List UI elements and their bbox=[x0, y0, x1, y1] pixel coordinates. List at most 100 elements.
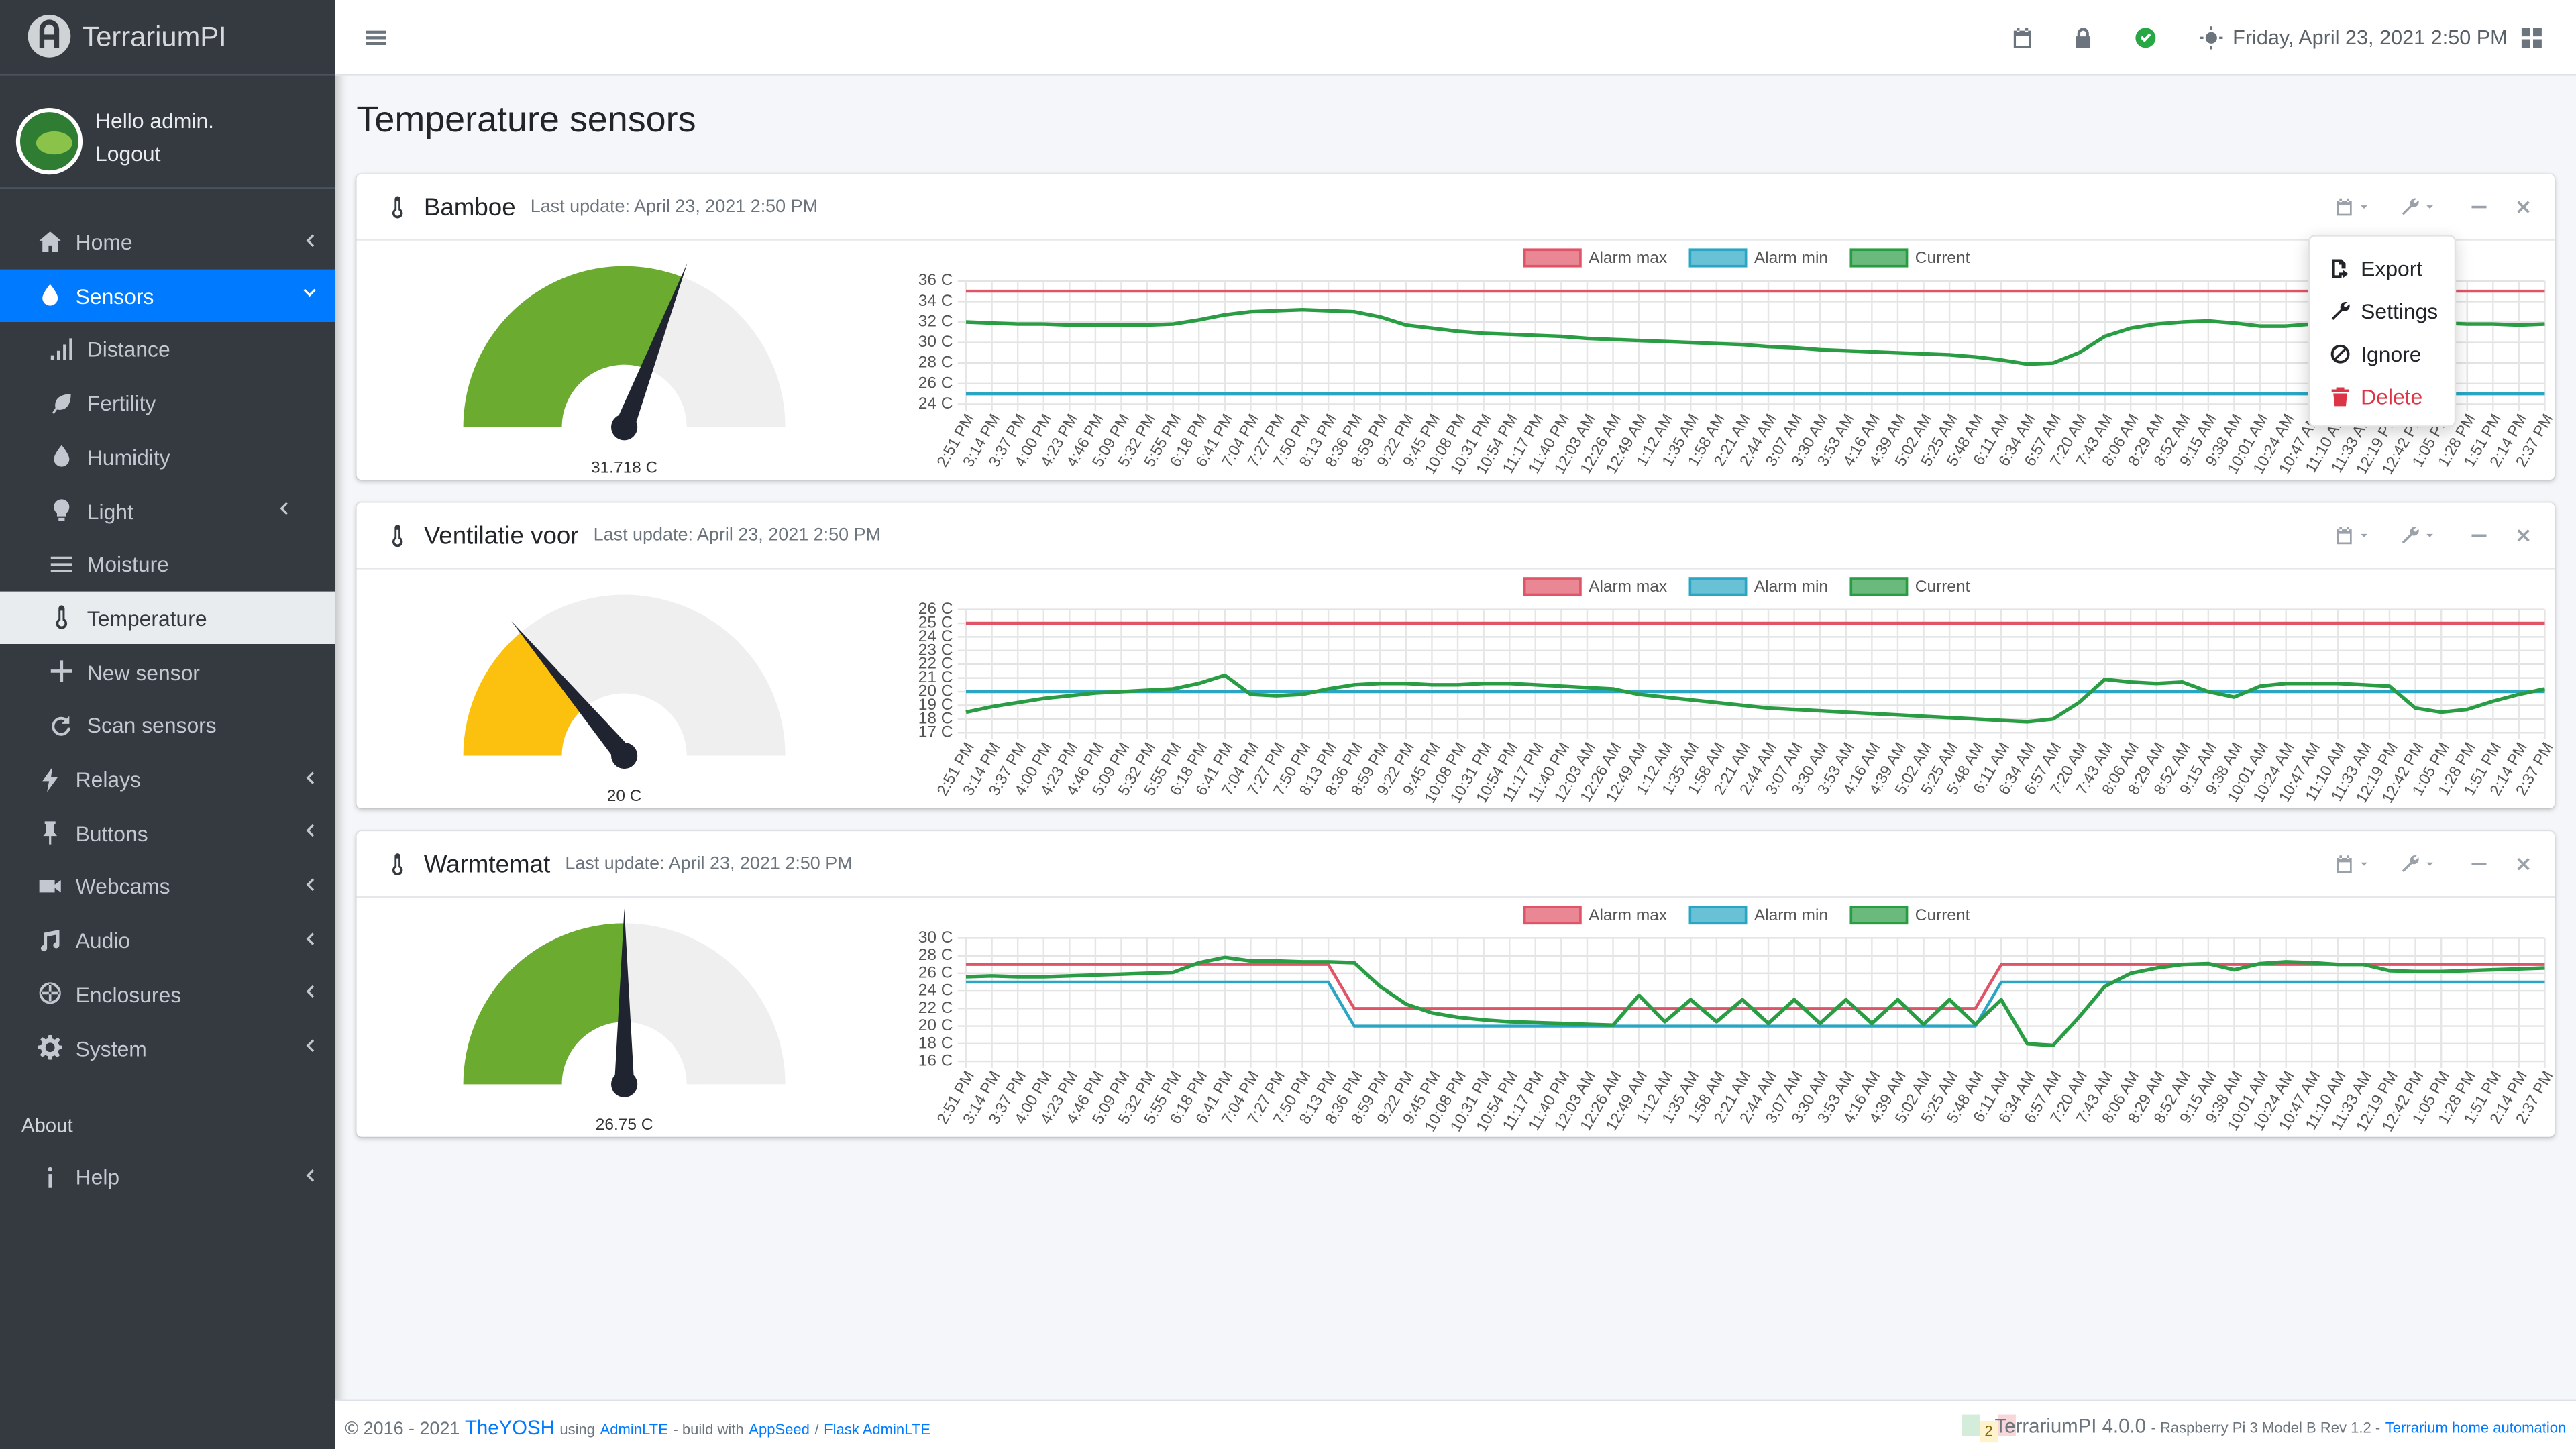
tagline-link[interactable]: Terrarium home automation bbox=[2385, 1419, 2567, 1436]
menu-item[interactable]: Distance bbox=[0, 323, 335, 375]
dropdown-icon bbox=[2330, 343, 2349, 363]
icon-shape bbox=[2337, 527, 2352, 545]
card-tool[interactable] bbox=[2357, 529, 2371, 543]
gauge-label: 20 C bbox=[607, 787, 642, 805]
icon-shape bbox=[2471, 863, 2487, 866]
legend-label: Alarm max bbox=[1589, 249, 1667, 267]
navbar-icon[interactable] bbox=[2011, 26, 2034, 49]
menu-item[interactable]: Light bbox=[0, 484, 335, 536]
icon-shape bbox=[53, 499, 69, 521]
brand[interactable]: TerrariumPI bbox=[0, 0, 335, 76]
footer-text: - build with bbox=[673, 1421, 744, 1438]
menu-label: Humidity bbox=[87, 445, 170, 470]
author-link[interactable]: TheYOSH bbox=[464, 1416, 555, 1440]
gauge-fill bbox=[463, 266, 682, 427]
icon-shape bbox=[2330, 386, 2349, 406]
y-tick-label: 24 C bbox=[918, 394, 953, 413]
chevron bbox=[305, 878, 313, 891]
chevron bbox=[305, 233, 313, 246]
flask-link[interactable]: Flask AdminLTE bbox=[824, 1421, 930, 1438]
gauge-label: 26.75 C bbox=[596, 1116, 653, 1134]
badge-count: 2 bbox=[1980, 1421, 1998, 1443]
icon-shape bbox=[2517, 857, 2530, 871]
menu-item[interactable]: Temperature bbox=[0, 591, 335, 644]
menu-item[interactable]: Moisture bbox=[0, 537, 335, 590]
navbar-icon[interactable] bbox=[2200, 26, 2223, 50]
menu-item[interactable]: Scan sensors bbox=[0, 699, 335, 751]
menu-toggle[interactable] bbox=[365, 26, 388, 49]
icon-shape bbox=[303, 289, 315, 297]
menu-item[interactable]: Buttons bbox=[0, 806, 335, 859]
y-tick-label: 30 C bbox=[918, 333, 953, 351]
tools-dropdown: Export Settings Ignore Delete bbox=[2308, 235, 2457, 427]
menu-label: Fertility bbox=[87, 391, 156, 416]
dropdown-label: Delete bbox=[2361, 384, 2423, 409]
card-tool[interactable] bbox=[2423, 201, 2436, 214]
card-tool[interactable] bbox=[2334, 526, 2354, 545]
icon-shape bbox=[38, 879, 60, 893]
gauge-needle bbox=[511, 621, 632, 762]
dropdown-item[interactable]: Settings bbox=[2310, 289, 2455, 332]
legend-label: Alarm min bbox=[1754, 578, 1828, 596]
icon-shape bbox=[53, 445, 69, 468]
menu-item[interactable]: Home bbox=[0, 215, 335, 268]
menu-item[interactable]: Webcams bbox=[0, 860, 335, 912]
card-tool[interactable] bbox=[2400, 526, 2420, 545]
dropdown-item[interactable]: Delete bbox=[2310, 374, 2455, 417]
card-tool[interactable] bbox=[2469, 526, 2489, 545]
menu-item[interactable]: Help bbox=[0, 1150, 335, 1202]
card-tool[interactable] bbox=[2469, 854, 2489, 873]
menu-icon bbox=[41, 766, 57, 792]
menu-label: Temperature bbox=[87, 606, 207, 631]
menu-label: System bbox=[75, 1036, 147, 1061]
menu-item[interactable]: Humidity bbox=[0, 430, 335, 482]
card-tool[interactable] bbox=[2423, 529, 2436, 543]
icon-shape bbox=[37, 1034, 62, 1060]
card-tool[interactable] bbox=[2357, 201, 2371, 214]
menu-icon bbox=[41, 284, 57, 307]
navbar-icon[interactable] bbox=[2072, 26, 2094, 49]
card-tool[interactable] bbox=[2334, 854, 2354, 873]
card-header: Bamboe Last update: April 23, 2021 2:50 P… bbox=[424, 174, 818, 240]
card-tool[interactable] bbox=[2400, 854, 2420, 873]
card-tool[interactable] bbox=[2400, 197, 2420, 217]
legend-swatch bbox=[1688, 577, 1748, 596]
card-tool[interactable] bbox=[2514, 526, 2533, 545]
legend-label: Current bbox=[1915, 906, 1970, 924]
menu-icon bbox=[51, 393, 70, 414]
card-tool[interactable] bbox=[2514, 854, 2533, 873]
appseed-link[interactable]: AppSeed bbox=[749, 1421, 810, 1438]
navbar-icon[interactable] bbox=[2520, 26, 2543, 49]
menu-icon bbox=[51, 715, 70, 736]
menu-item[interactable]: Fertility bbox=[0, 376, 335, 429]
dropdown-item[interactable]: Export bbox=[2310, 246, 2455, 289]
adminlte-link[interactable]: AdminLTE bbox=[600, 1421, 668, 1438]
card-tool[interactable] bbox=[2334, 197, 2354, 217]
icon-shape bbox=[2135, 28, 2156, 48]
icon-shape bbox=[55, 606, 66, 630]
y-tick-label: 16 C bbox=[918, 1052, 953, 1070]
menu-item[interactable]: Relays bbox=[0, 753, 335, 805]
legend-swatch bbox=[1849, 906, 1909, 925]
menu-item[interactable]: Sensors bbox=[0, 268, 335, 322]
chevron bbox=[279, 502, 287, 515]
card-tool[interactable] bbox=[2357, 857, 2371, 871]
menu-item[interactable]: Enclosures bbox=[0, 967, 335, 1020]
menu-icon bbox=[42, 821, 56, 845]
legend-swatch bbox=[1523, 906, 1582, 925]
icon-shape bbox=[305, 233, 313, 246]
menu-item[interactable]: System bbox=[0, 1021, 335, 1073]
icon-shape bbox=[2200, 26, 2223, 50]
logout-link[interactable]: Logout bbox=[95, 141, 161, 166]
page-title: Temperature sensors bbox=[356, 98, 696, 140]
icon-shape bbox=[50, 338, 72, 360]
y-tick-label: 21 C bbox=[918, 668, 953, 686]
dropdown-item[interactable]: Ignore bbox=[2310, 332, 2455, 375]
navbar-icon[interactable] bbox=[2134, 26, 2157, 49]
menu-item[interactable]: Audio bbox=[0, 914, 335, 966]
menu-item[interactable]: New sensor bbox=[0, 645, 335, 697]
card-tool[interactable] bbox=[2423, 857, 2436, 871]
menu-icon bbox=[50, 660, 72, 682]
card-tool[interactable] bbox=[2469, 197, 2489, 217]
card-tool[interactable] bbox=[2514, 197, 2533, 217]
